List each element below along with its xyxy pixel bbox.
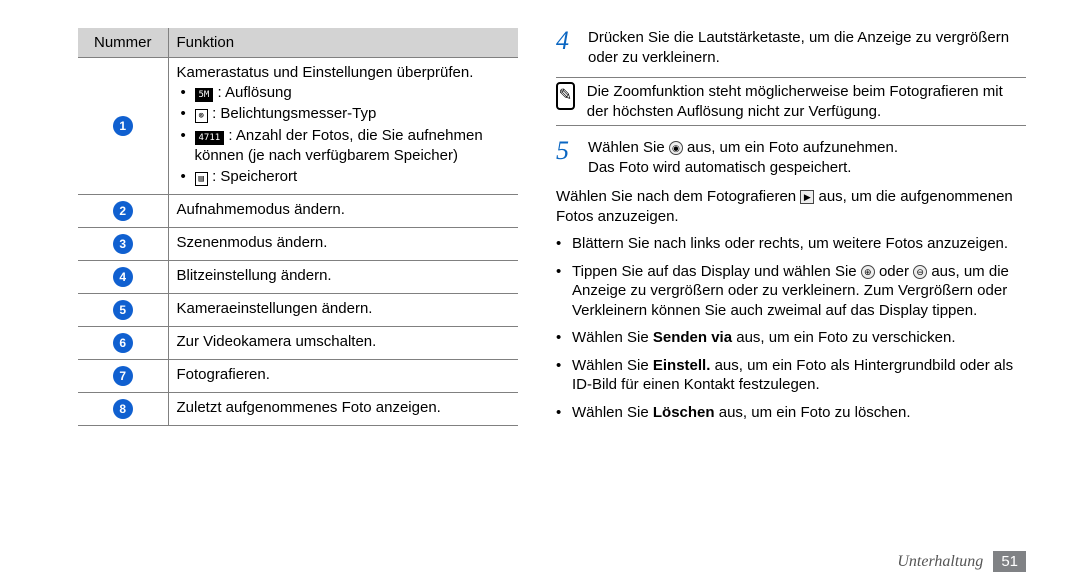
num-badge-1: 1: [113, 116, 133, 136]
li4-a: Wählen Sie: [572, 357, 653, 374]
li5-a: Wählen Sie: [572, 404, 653, 421]
body-li-1: Blättern Sie nach links oder rechts, um …: [556, 234, 1026, 254]
row1-item: ⊚ : Belichtungsmesser-Typ: [181, 104, 511, 124]
play-icon: ▶: [800, 190, 814, 204]
num-badge-4: 4: [113, 267, 133, 287]
row8: Zuletzt aufgenommenes Foto anzeigen.: [168, 393, 518, 426]
plain1-a: Wählen Sie nach dem Fotografieren: [556, 188, 800, 205]
step-4: 4 Drücken Sie die Lautstärketaste, um di…: [556, 28, 1026, 67]
storage-icon: ▤: [195, 172, 208, 186]
table-row: 7 Fotografieren.: [78, 360, 518, 393]
row1-item: 4711 : Anzahl der Fotos, die Sie aufnehm…: [181, 126, 511, 167]
body-li-2: Tippen Sie auf das Display und wählen Si…: [556, 262, 1026, 321]
row1-b1: : Auflösung: [218, 84, 292, 101]
resolution-icon: 5M: [195, 88, 214, 102]
shutter-icon: ◉: [669, 141, 683, 155]
after-photo-text: Wählen Sie nach dem Fotografieren ▶ aus,…: [556, 187, 1026, 226]
step5-line1: Wählen Sie ◉ aus, um ein Foto aufzunehme…: [588, 138, 1026, 158]
num-badge-5: 5: [113, 300, 133, 320]
head-number: Nummer: [78, 28, 168, 58]
step5-b: aus, um ein Foto aufzunehmen.: [683, 139, 898, 156]
metering-icon: ⊚: [195, 109, 208, 123]
step4-body: Drücken Sie die Lautstärketaste, um die …: [588, 28, 1026, 67]
zoom-out-icon: ⊖: [913, 265, 927, 279]
li5-b: Löschen: [653, 404, 715, 421]
step-num-5: 5: [556, 138, 576, 177]
step5-line2: Das Foto wird automatisch gespeichert.: [588, 158, 1026, 178]
table-head-row: Nummer Funktion: [78, 28, 518, 58]
table-row: 3 Szenenmodus ändern.: [78, 228, 518, 261]
row1-intro: Kamerastatus und Einstellungen überprüfe…: [177, 64, 511, 81]
table-row: 8 Zuletzt aufgenommenes Foto anzeigen.: [78, 393, 518, 426]
row4: Blitzeinstellung ändern.: [168, 261, 518, 294]
num-badge-8: 8: [113, 399, 133, 419]
page-footer: Unterhaltung 51: [897, 551, 1026, 572]
num-badge-6: 6: [113, 333, 133, 353]
note-icon: ✎: [556, 82, 575, 110]
num-badge-2: 2: [113, 201, 133, 221]
li3-a: Wählen Sie: [572, 329, 653, 346]
step-num-4: 4: [556, 28, 576, 67]
table-row: 6 Zur Videokamera umschalten.: [78, 327, 518, 360]
li5-c: aus, um ein Foto zu löschen.: [715, 404, 911, 421]
row1-b4: : Speicherort: [212, 168, 297, 185]
row1-b2: : Belichtungsmesser-Typ: [212, 105, 376, 122]
row6: Zur Videokamera umschalten.: [168, 327, 518, 360]
function-table: Nummer Funktion 1 Kamerastatus und Einst…: [78, 28, 518, 426]
li3-c: aus, um ein Foto zu verschicken.: [732, 329, 955, 346]
num-badge-7: 7: [113, 366, 133, 386]
row1-b3: : Anzahl der Fotos, die Sie aufnehmen kö…: [195, 127, 483, 164]
body-li-4: Wählen Sie Einstell. aus, um ein Foto al…: [556, 356, 1026, 395]
page-root: Nummer Funktion 1 Kamerastatus und Einst…: [0, 0, 1080, 586]
row7: Fotografieren.: [168, 360, 518, 393]
row3: Szenenmodus ändern.: [168, 228, 518, 261]
note-text: Die Zoomfunktion steht möglicherweise be…: [587, 82, 1026, 121]
row1-item: 5M : Auflösung: [181, 83, 511, 103]
body-li-5: Wählen Sie Löschen aus, um ein Foto zu l…: [556, 403, 1026, 423]
zoom-in-icon: ⊕: [861, 265, 875, 279]
head-function: Funktion: [168, 28, 518, 58]
footer-page-number: 51: [993, 551, 1026, 572]
li2-a: Tippen Sie auf das Display und wählen Si…: [572, 263, 861, 280]
num-badge-3: 3: [113, 234, 133, 254]
table-row: 2 Aufnahmemodus ändern.: [78, 195, 518, 228]
step-5: 5 Wählen Sie ◉ aus, um ein Foto aufzuneh…: [556, 138, 1026, 177]
footer-section: Unterhaltung: [897, 553, 983, 571]
row5: Kameraeinstellungen ändern.: [168, 294, 518, 327]
table-row: 1 Kamerastatus und Einstellungen überprü…: [78, 58, 518, 195]
li3-b: Senden via: [653, 329, 732, 346]
left-column: Nummer Funktion 1 Kamerastatus und Einst…: [78, 28, 518, 586]
row1-item: ▤ : Speicherort: [181, 167, 511, 187]
body-list: Blättern Sie nach links oder rechts, um …: [556, 234, 1026, 422]
li4-b: Einstell.: [653, 357, 711, 374]
li2-b: oder: [875, 263, 913, 280]
note-box: ✎ Die Zoomfunktion steht möglicherweise …: [556, 77, 1026, 126]
body-li-3: Wählen Sie Senden via aus, um ein Foto z…: [556, 328, 1026, 348]
row1-list: 5M : Auflösung ⊚ : Belichtungsmesser-Typ…: [177, 83, 511, 187]
table-row: 4 Blitzeinstellung ändern.: [78, 261, 518, 294]
right-column: 4 Drücken Sie die Lautstärketaste, um di…: [556, 28, 1026, 586]
table-row: 5 Kameraeinstellungen ändern.: [78, 294, 518, 327]
counter-icon: 4711: [195, 131, 225, 145]
step5-a: Wählen Sie: [588, 139, 669, 156]
row2: Aufnahmemodus ändern.: [168, 195, 518, 228]
